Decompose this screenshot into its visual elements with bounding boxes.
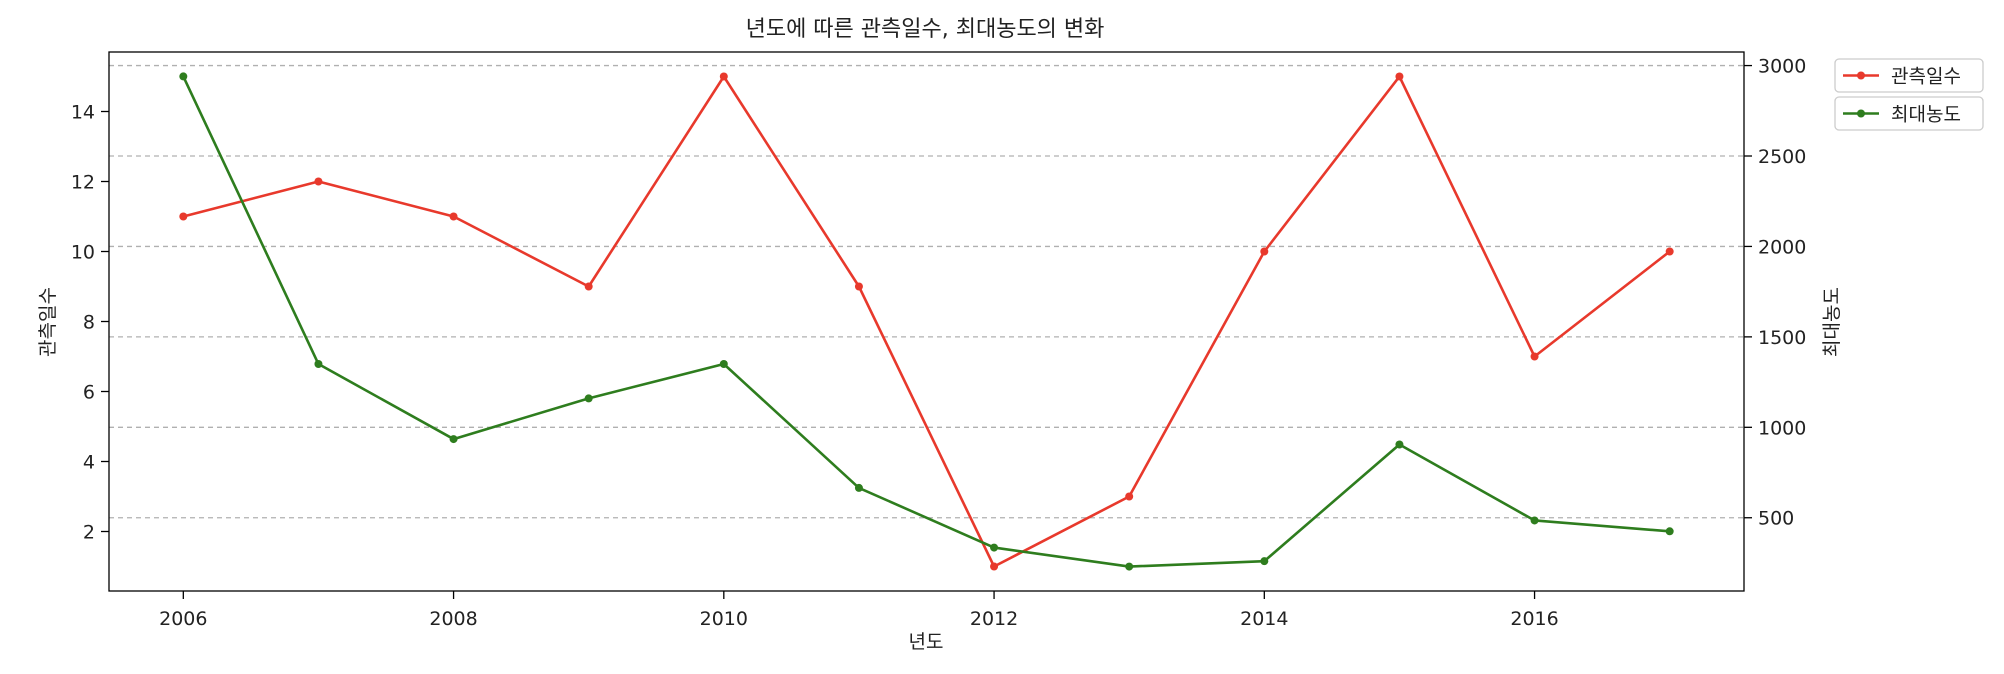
data-point: [584, 394, 593, 403]
y-left-tick-label: 6: [83, 382, 95, 404]
data-point: [854, 282, 863, 291]
data-point: [990, 562, 999, 571]
data-point: [449, 435, 458, 444]
y-left-tick-label: 12: [71, 172, 95, 194]
legend-item: 관측일수: [1834, 58, 1984, 93]
plot-frame: [108, 51, 1745, 592]
data-point: [1395, 72, 1404, 81]
series-2: [179, 72, 1674, 571]
data-point: [179, 212, 188, 221]
data-point: [314, 177, 323, 186]
y-right-tick-label: 1500: [1758, 327, 1806, 349]
y-left-tick-label: 14: [71, 102, 95, 124]
y-axis-left-title: 관측일수: [37, 287, 59, 357]
legend-swatch-marker: [1857, 71, 1865, 80]
y-right-tick-label: 2500: [1758, 146, 1806, 168]
data-point: [179, 72, 188, 81]
data-point: [990, 543, 999, 552]
x-tick-label: 2014: [1240, 608, 1288, 630]
x-axis-title: 년도: [909, 631, 944, 653]
x-tick-label: 2006: [159, 608, 207, 630]
y-right-tick-label: 3000: [1758, 56, 1806, 78]
legend-box: [1834, 96, 1984, 131]
legend-label: 최대농도: [1891, 104, 1961, 126]
legend-item: 최대농도: [1834, 96, 1984, 131]
data-point: [1260, 247, 1269, 256]
y-axis-left: 2 4 6 8 10 12 14: [71, 102, 109, 544]
data-point: [449, 212, 458, 221]
y-right-tick-label: 2000: [1758, 236, 1806, 258]
series-line: [182, 75, 1671, 568]
series-line: [182, 75, 1670, 568]
data-point: [1665, 247, 1674, 256]
x-tick-label: 2010: [700, 608, 748, 630]
data-point: [1530, 352, 1539, 361]
legend-swatch-marker: [1857, 109, 1865, 118]
x-axis: 2006 2008 2010 2012 2014 2016: [159, 591, 1559, 630]
series-layer: [179, 72, 1674, 571]
data-point: [854, 483, 863, 492]
y-axis-right-title: 최대농도: [1821, 287, 1843, 357]
data-point: [584, 282, 593, 291]
chart-title: 년도에 따른 관측일수, 최대농도의 변화: [746, 17, 1105, 42]
data-point: [1665, 527, 1674, 536]
y-left-tick-label: 2: [83, 522, 95, 544]
y-right-tick-label: 1000: [1758, 417, 1806, 439]
y-left-tick-label: 10: [71, 242, 95, 264]
legend-label: 관측일수: [1891, 66, 1961, 88]
data-point: [719, 72, 728, 81]
grid-lines: [109, 64, 1744, 519]
data-point: [1260, 557, 1269, 566]
y-left-tick-label: 4: [83, 452, 95, 474]
x-tick-label: 2008: [429, 608, 477, 630]
x-tick-label: 2012: [970, 608, 1018, 630]
data-point: [314, 360, 323, 369]
data-point: [1530, 516, 1539, 525]
y-right-tick-label: 500: [1758, 508, 1794, 530]
data-point: [1125, 492, 1134, 501]
y-left-tick-label: 8: [83, 312, 95, 334]
series-1: [179, 72, 1674, 571]
data-point: [1125, 562, 1134, 571]
legend-box: [1834, 58, 1984, 93]
x-tick-label: 2016: [1510, 608, 1558, 630]
data-point: [1395, 440, 1404, 449]
data-point: [719, 360, 728, 369]
y-axis-right: 500 1000 1500 2000 2500 3000: [1744, 56, 1806, 530]
